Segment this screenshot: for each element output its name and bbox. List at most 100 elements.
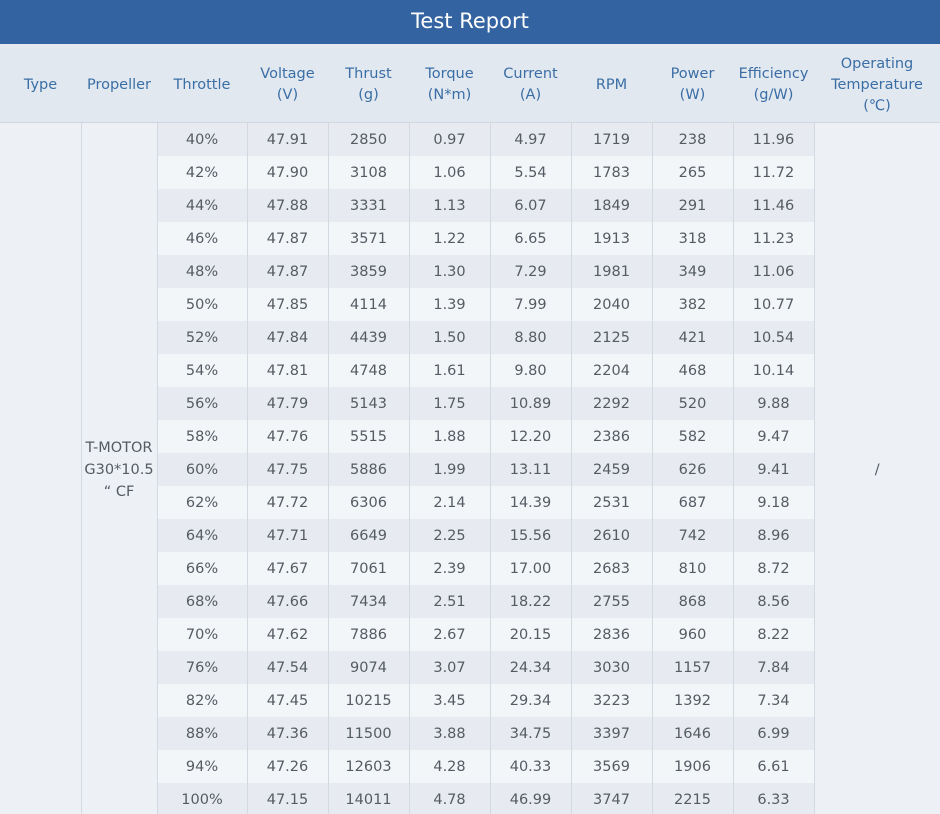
cell-efficiency: 8.22 xyxy=(732,618,814,651)
cell-efficiency: 11.72 xyxy=(732,156,814,189)
cell-throttle: 68% xyxy=(156,585,247,618)
cell-power: 582 xyxy=(651,420,733,453)
cell-throttle: 40% xyxy=(156,122,247,156)
cell-rpm: 1981 xyxy=(570,255,652,288)
cell-rpm: 1719 xyxy=(570,122,652,156)
cell-rpm: 2531 xyxy=(570,486,652,519)
table-row: 58% 47.76 5515 1.88 12.20 2386 582 9.47 xyxy=(0,420,940,453)
table-row: 62% 47.72 6306 2.14 14.39 2531 687 9.18 xyxy=(0,486,940,519)
cell-efficiency: 6.61 xyxy=(732,750,814,783)
cell-rpm: 2610 xyxy=(570,519,652,552)
cell-thrust: 4114 xyxy=(327,288,409,321)
cell-efficiency: 11.06 xyxy=(732,255,814,288)
cell-torque: 1.22 xyxy=(408,222,490,255)
cell-voltage: 47.72 xyxy=(246,486,328,519)
cell-current: 7.29 xyxy=(489,255,571,288)
table-header: Type Propeller Throttle Voltage (V) Thrust (g)… xyxy=(0,48,940,123)
cell-power: 626 xyxy=(651,453,733,486)
column-header-line: Torque xyxy=(425,66,474,82)
cell-torque: 0.97 xyxy=(408,122,490,156)
cell-power: 421 xyxy=(651,321,733,354)
cell-thrust: 6306 xyxy=(327,486,409,519)
column-header-line: Propeller xyxy=(86,76,152,93)
column-header-line: (A) xyxy=(519,87,542,103)
column-header-line: Temperature xyxy=(831,76,923,93)
cell-power: 1157 xyxy=(651,651,733,684)
cell-current: 15.56 xyxy=(489,519,571,552)
cell-efficiency: 8.56 xyxy=(732,585,814,618)
table-row: 50% 47.85 4114 1.39 7.99 2040 382 10.77 xyxy=(0,288,940,321)
cell-rpm: 2683 xyxy=(570,552,652,585)
cell-thrust: 5886 xyxy=(327,453,409,486)
column-header-line: Efficiency xyxy=(738,66,809,82)
cell-efficiency: 9.41 xyxy=(732,453,814,486)
cell-thrust: 14011 xyxy=(327,783,409,814)
cell-torque: 1.50 xyxy=(408,321,490,354)
cell-efficiency: 6.99 xyxy=(732,717,814,750)
table-row: 76% 47.54 9074 3.07 24.34 3030 1157 7.84 xyxy=(0,651,940,684)
cell-power: 382 xyxy=(651,288,733,321)
cell-rpm: 1913 xyxy=(570,222,652,255)
cell-current: 5.54 xyxy=(489,156,571,189)
cell-efficiency: 6.33 xyxy=(732,783,814,814)
cell-thrust: 4439 xyxy=(327,321,409,354)
cell-rpm: 3747 xyxy=(570,783,652,814)
table-row: 66% 47.67 7061 2.39 17.00 2683 810 8.72 xyxy=(0,552,940,585)
cell-current: 24.34 xyxy=(489,651,571,684)
column-header-line: Operating xyxy=(840,55,914,72)
cell-thrust: 3108 xyxy=(327,156,409,189)
cell-current: 18.22 xyxy=(489,585,571,618)
column-header-line: (℃) xyxy=(863,97,891,114)
cell-current: 12.20 xyxy=(489,420,571,453)
table-body: T-MOTOR G30*10.5 “ CF 40% 47.91 2850 0.97 4.97 1… xyxy=(0,122,940,814)
cell-efficiency: 11.46 xyxy=(732,189,814,222)
cell-voltage: 47.45 xyxy=(246,684,328,717)
cell-thrust: 3571 xyxy=(327,222,409,255)
cell-rpm: 2204 xyxy=(570,354,652,387)
cell-efficiency: 10.77 xyxy=(732,288,814,321)
cell-voltage: 47.76 xyxy=(246,420,328,453)
cell-torque: 1.75 xyxy=(408,387,490,420)
cell-throttle: 76% xyxy=(156,651,247,684)
cell-efficiency: 10.14 xyxy=(732,354,814,387)
table-row: 88% 47.36 11500 3.88 34.75 3397 1646 6.99 xyxy=(0,717,940,750)
table-row: 100% 47.15 14011 4.78 46.99 3747 2215 6.33 xyxy=(0,783,940,814)
cell-torque: 3.45 xyxy=(408,684,490,717)
cell-voltage: 47.75 xyxy=(246,453,328,486)
column-header-power: Power (W) xyxy=(652,48,733,123)
table-row: 68% 47.66 7434 2.51 18.22 2755 868 8.56 xyxy=(0,585,940,618)
table-row: 56% 47.79 5143 1.75 10.89 2292 520 9.88 xyxy=(0,387,940,420)
cell-power: 1906 xyxy=(651,750,733,783)
cell-rpm: 3223 xyxy=(570,684,652,717)
cell-voltage: 47.71 xyxy=(246,519,328,552)
column-header-line: RPM xyxy=(595,76,628,93)
cell-efficiency: 9.88 xyxy=(732,387,814,420)
cell-throttle: 64% xyxy=(156,519,247,552)
cell-current: 8.80 xyxy=(489,321,571,354)
table-row: 48% 47.87 3859 1.30 7.29 1981 349 11.06 xyxy=(0,255,940,288)
propeller-line: G30*10.5 xyxy=(84,461,154,478)
column-header-line: Power xyxy=(670,66,715,82)
cell-current: 4.97 xyxy=(489,122,571,156)
cell-current: 40.33 xyxy=(489,750,571,783)
column-header-line: Throttle xyxy=(173,76,231,93)
cell-thrust: 12603 xyxy=(327,750,409,783)
cell-torque: 2.51 xyxy=(408,585,490,618)
cell-torque: 4.78 xyxy=(408,783,490,814)
cell-voltage: 47.87 xyxy=(246,255,328,288)
cell-thrust: 11500 xyxy=(327,717,409,750)
cell-rpm: 2292 xyxy=(570,387,652,420)
propeller-line: T-MOTOR xyxy=(85,439,153,456)
cell-throttle: 56% xyxy=(156,387,247,420)
cell-throttle: 44% xyxy=(156,189,247,222)
cell-power: 468 xyxy=(651,354,733,387)
cell-throttle: 60% xyxy=(156,453,247,486)
cell-rpm: 3569 xyxy=(570,750,652,783)
table-row: 42% 47.90 3108 1.06 5.54 1783 265 11.72 xyxy=(0,156,940,189)
cell-current: 14.39 xyxy=(489,486,571,519)
column-header-line: (g/W) xyxy=(753,87,794,103)
column-header-thrust: Thrust (g) xyxy=(328,48,409,123)
cell-current: 7.99 xyxy=(489,288,571,321)
cell-thrust: 5515 xyxy=(327,420,409,453)
cell-throttle: 52% xyxy=(156,321,247,354)
